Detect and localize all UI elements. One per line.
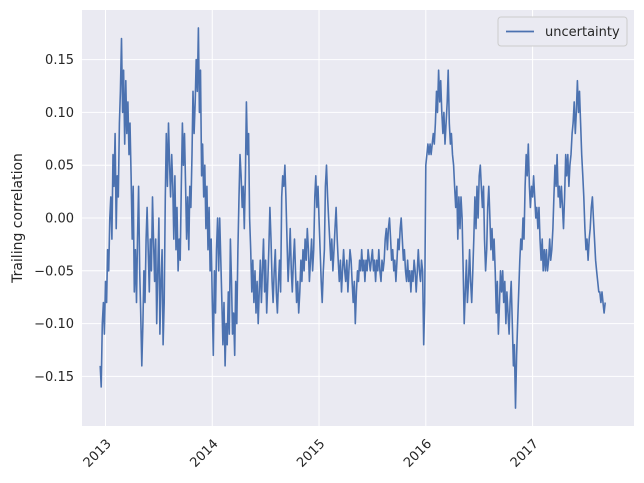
y-tick-label: 0.10 (45, 106, 74, 121)
y-tick-label: −0.05 (34, 264, 74, 279)
legend-box (497, 16, 628, 47)
series-line-uncertainty (99, 27, 606, 409)
y-tick-label: 0.00 (45, 212, 74, 227)
x-tick-label: 2017 (508, 437, 542, 471)
y-axis-label: Trailing correlation (10, 153, 26, 284)
legend: uncertainty (497, 16, 628, 47)
legend-label-uncertainty: uncertainty (545, 25, 620, 40)
y-tick-labels: −0.15 −0.10 −0.05 0.00 0.05 0.10 0.15 (34, 53, 74, 385)
series-layer (99, 27, 606, 409)
x-tick-label: 2016 (401, 437, 435, 471)
x-tick-label: 2013 (81, 437, 115, 471)
x-tick-labels: 2013 2014 2015 2016 2017 (81, 437, 542, 471)
y-tick-label: −0.10 (34, 317, 74, 332)
y-tick-label: −0.15 (34, 370, 74, 385)
y-tick-label: 0.05 (45, 159, 74, 174)
y-tick-label: 0.15 (45, 53, 74, 68)
x-tick-label: 2014 (188, 437, 222, 471)
x-tick-label: 2015 (294, 437, 328, 471)
